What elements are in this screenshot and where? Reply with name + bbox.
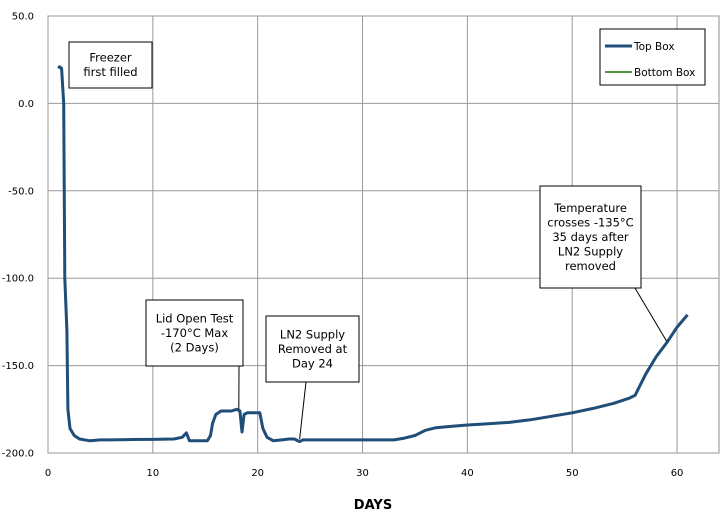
x-axis-title: DAYS [354, 498, 392, 513]
annotation-text: Lid Open Test [156, 311, 234, 325]
annotation-callout: Lid Open Test-170°C Max(2 Days) [145, 299, 244, 410]
legend-label: Top Box [633, 41, 675, 53]
y-tick-label: -100.0 [2, 274, 34, 285]
x-tick-label: 40 [461, 468, 474, 479]
x-tick-label: 20 [251, 468, 264, 479]
annotation-text: Freezer [89, 51, 132, 65]
legend-box [599, 28, 706, 86]
annotation-leader-line [299, 381, 307, 440]
annotation-text: crosses -135°C [547, 215, 633, 229]
x-tick-label: 30 [356, 468, 369, 479]
x-tick-label: 0 [45, 468, 51, 479]
x-tick-label: 10 [146, 468, 159, 479]
y-tick-label: -150.0 [2, 361, 34, 372]
annotation-box [145, 299, 244, 367]
annotation-text: Day 24 [292, 356, 333, 370]
annotation-text: removed [565, 259, 616, 273]
annotation-text: LN2 Supply [280, 327, 345, 341]
series-line-top-box [57, 65, 689, 444]
x-tick-label: 60 [671, 468, 684, 479]
annotation-box [68, 41, 153, 89]
annotation-box [265, 315, 360, 383]
legend: Top Box Bottom Box [599, 28, 706, 86]
annotation-box [539, 185, 642, 289]
x-tick-label: 50 [566, 468, 579, 479]
y-tick-label: -200.0 [2, 449, 34, 460]
annotation-text: first filled [83, 65, 137, 79]
y-tick-label: -50.0 [8, 186, 34, 197]
annotation-text: LN2 Supply [558, 244, 623, 258]
annotation-text: 35 days after [552, 230, 629, 244]
annotation-text: Temperature [553, 201, 627, 215]
y-tick-label: 0.0 [18, 99, 34, 110]
legend-label: Bottom Box [634, 67, 695, 79]
annotation-text: Removed at [278, 342, 348, 356]
series-lines [57, 65, 689, 444]
annotation-leader-line [634, 287, 668, 342]
annotation-text: -170°C Max [161, 326, 229, 340]
y-tick-label: 50.0 [12, 12, 34, 23]
tick-labels: 50.0 0.0 -50.0 -100.0 -150.0 -200.0 0 10 20 30 40 5… [2, 12, 684, 480]
annotation-text: (2 Days) [170, 340, 219, 354]
